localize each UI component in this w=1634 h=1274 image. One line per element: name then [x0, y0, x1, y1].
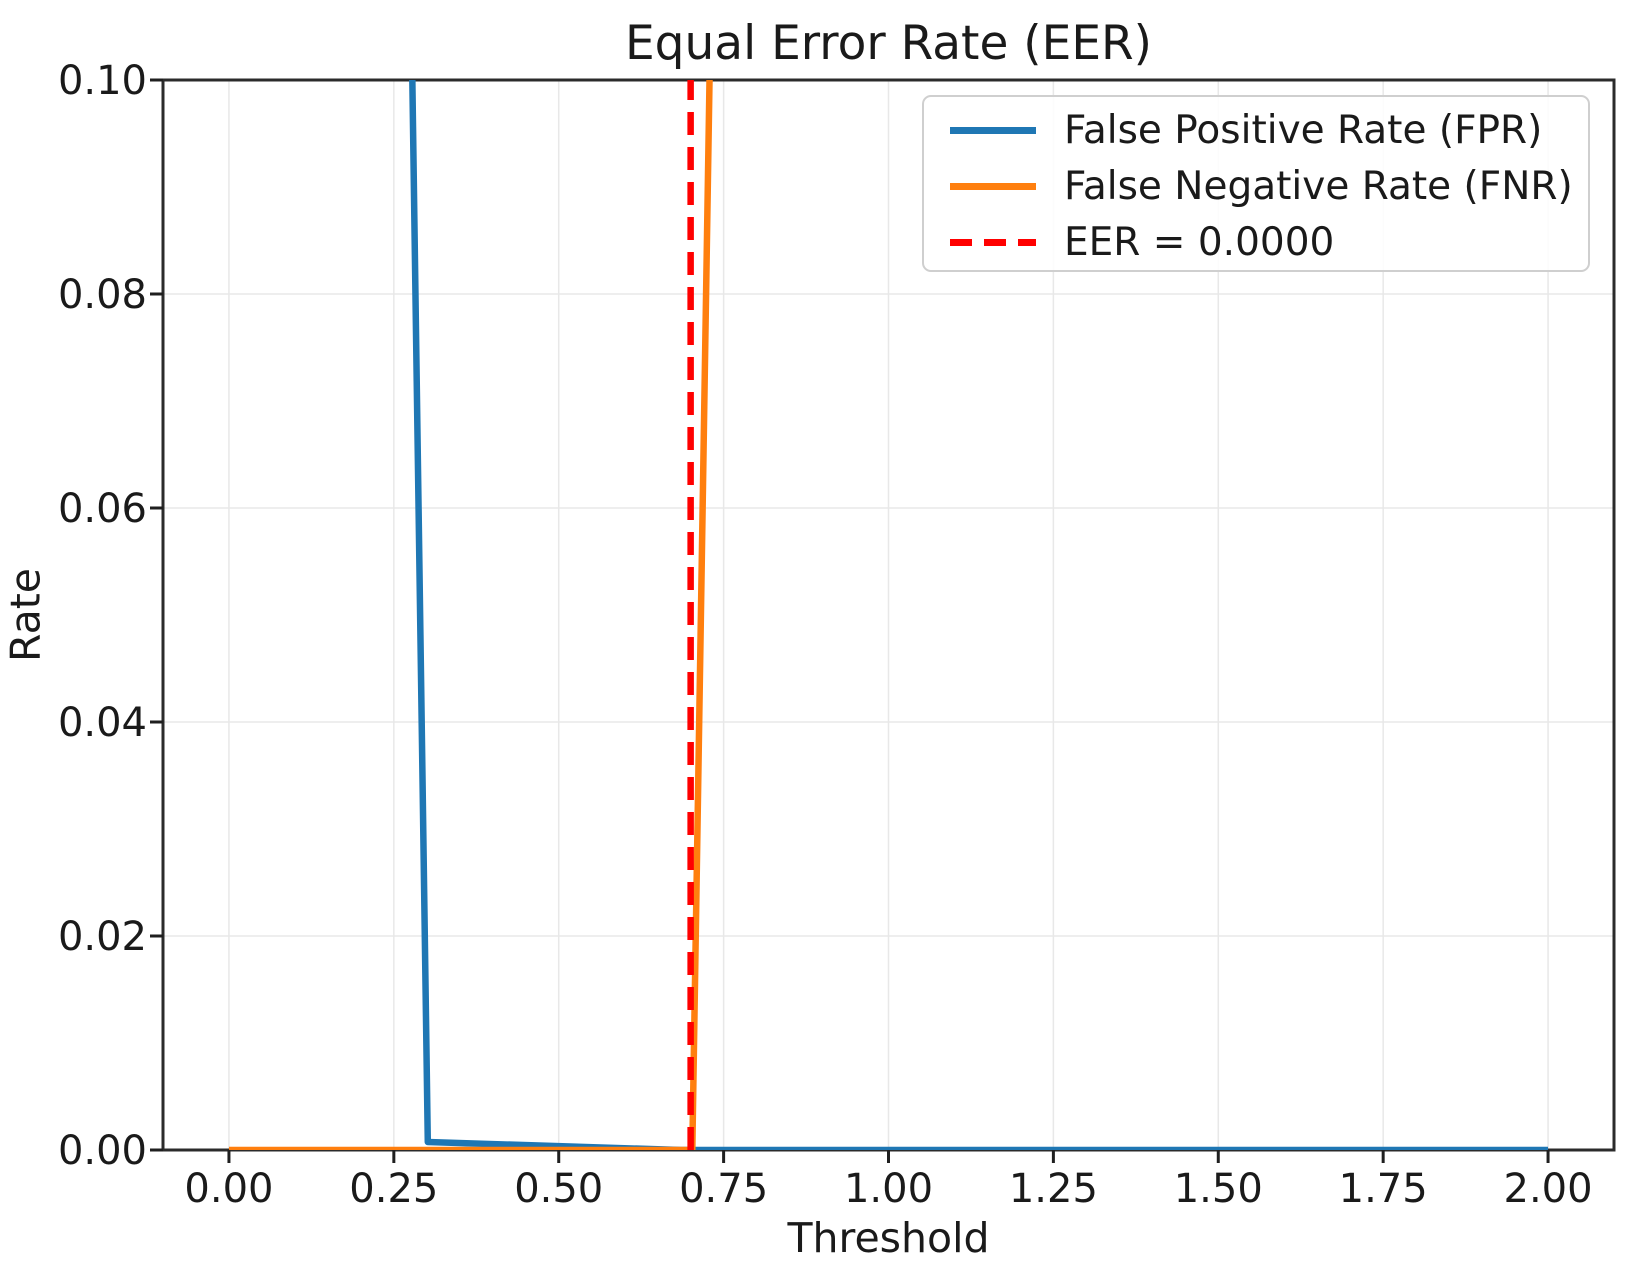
legend-label-eer: EER = 0.0000: [1064, 219, 1335, 265]
fnr-line-swatch: [950, 182, 1036, 190]
axis-ticks: [150, 78, 1550, 1163]
y-tick-label: 0.06: [58, 486, 147, 532]
y-tick-label: 0.04: [58, 700, 147, 746]
x-tick-label: 0.00: [184, 1166, 273, 1212]
y-tick-label: 0.08: [58, 272, 147, 318]
series-lines: [229, 80, 1548, 1150]
x-tick-label: 1.75: [1339, 1166, 1428, 1212]
y-axis-label: Rate: [1, 567, 50, 663]
chart-title: Equal Error Rate (EER): [624, 16, 1153, 71]
x-axis-label: Threshold: [787, 1214, 990, 1262]
x-tick-label: 1.00: [844, 1166, 933, 1212]
y-tick-label: 0.02: [58, 914, 147, 960]
x-tick-label: 0.75: [679, 1166, 768, 1212]
legend-label-fnr: False Negative Rate (FNR): [1064, 163, 1573, 209]
x-tick-label: 1.50: [1174, 1166, 1263, 1212]
series-line: [409, 80, 1548, 1150]
series-line: [229, 80, 713, 1150]
y-tick-label: 0.00: [58, 1128, 147, 1174]
legend-item-eer: EER = 0.0000: [950, 214, 1588, 270]
x-tick-label: 0.25: [349, 1166, 438, 1212]
fpr-line-swatch: [950, 126, 1036, 134]
tick-labels: 0.00 0.25 0.50 0.75 1.00 1.25 1.50 1.75 2.00 0.00…: [58, 58, 1593, 1212]
legend-item-fnr: False Negative Rate (FNR): [950, 158, 1588, 214]
x-tick-label: 0.50: [514, 1166, 603, 1212]
eer-dashed-swatch: [950, 238, 1036, 246]
x-tick-label: 2.00: [1504, 1166, 1593, 1212]
legend-item-fpr: False Positive Rate (FPR): [950, 102, 1588, 158]
x-tick-label: 1.25: [1009, 1166, 1098, 1212]
y-tick-label: 0.10: [58, 58, 147, 104]
legend-label-fpr: False Positive Rate (FPR): [1064, 107, 1543, 153]
legend: False Positive Rate (FPR) False Negative…: [922, 95, 1590, 272]
